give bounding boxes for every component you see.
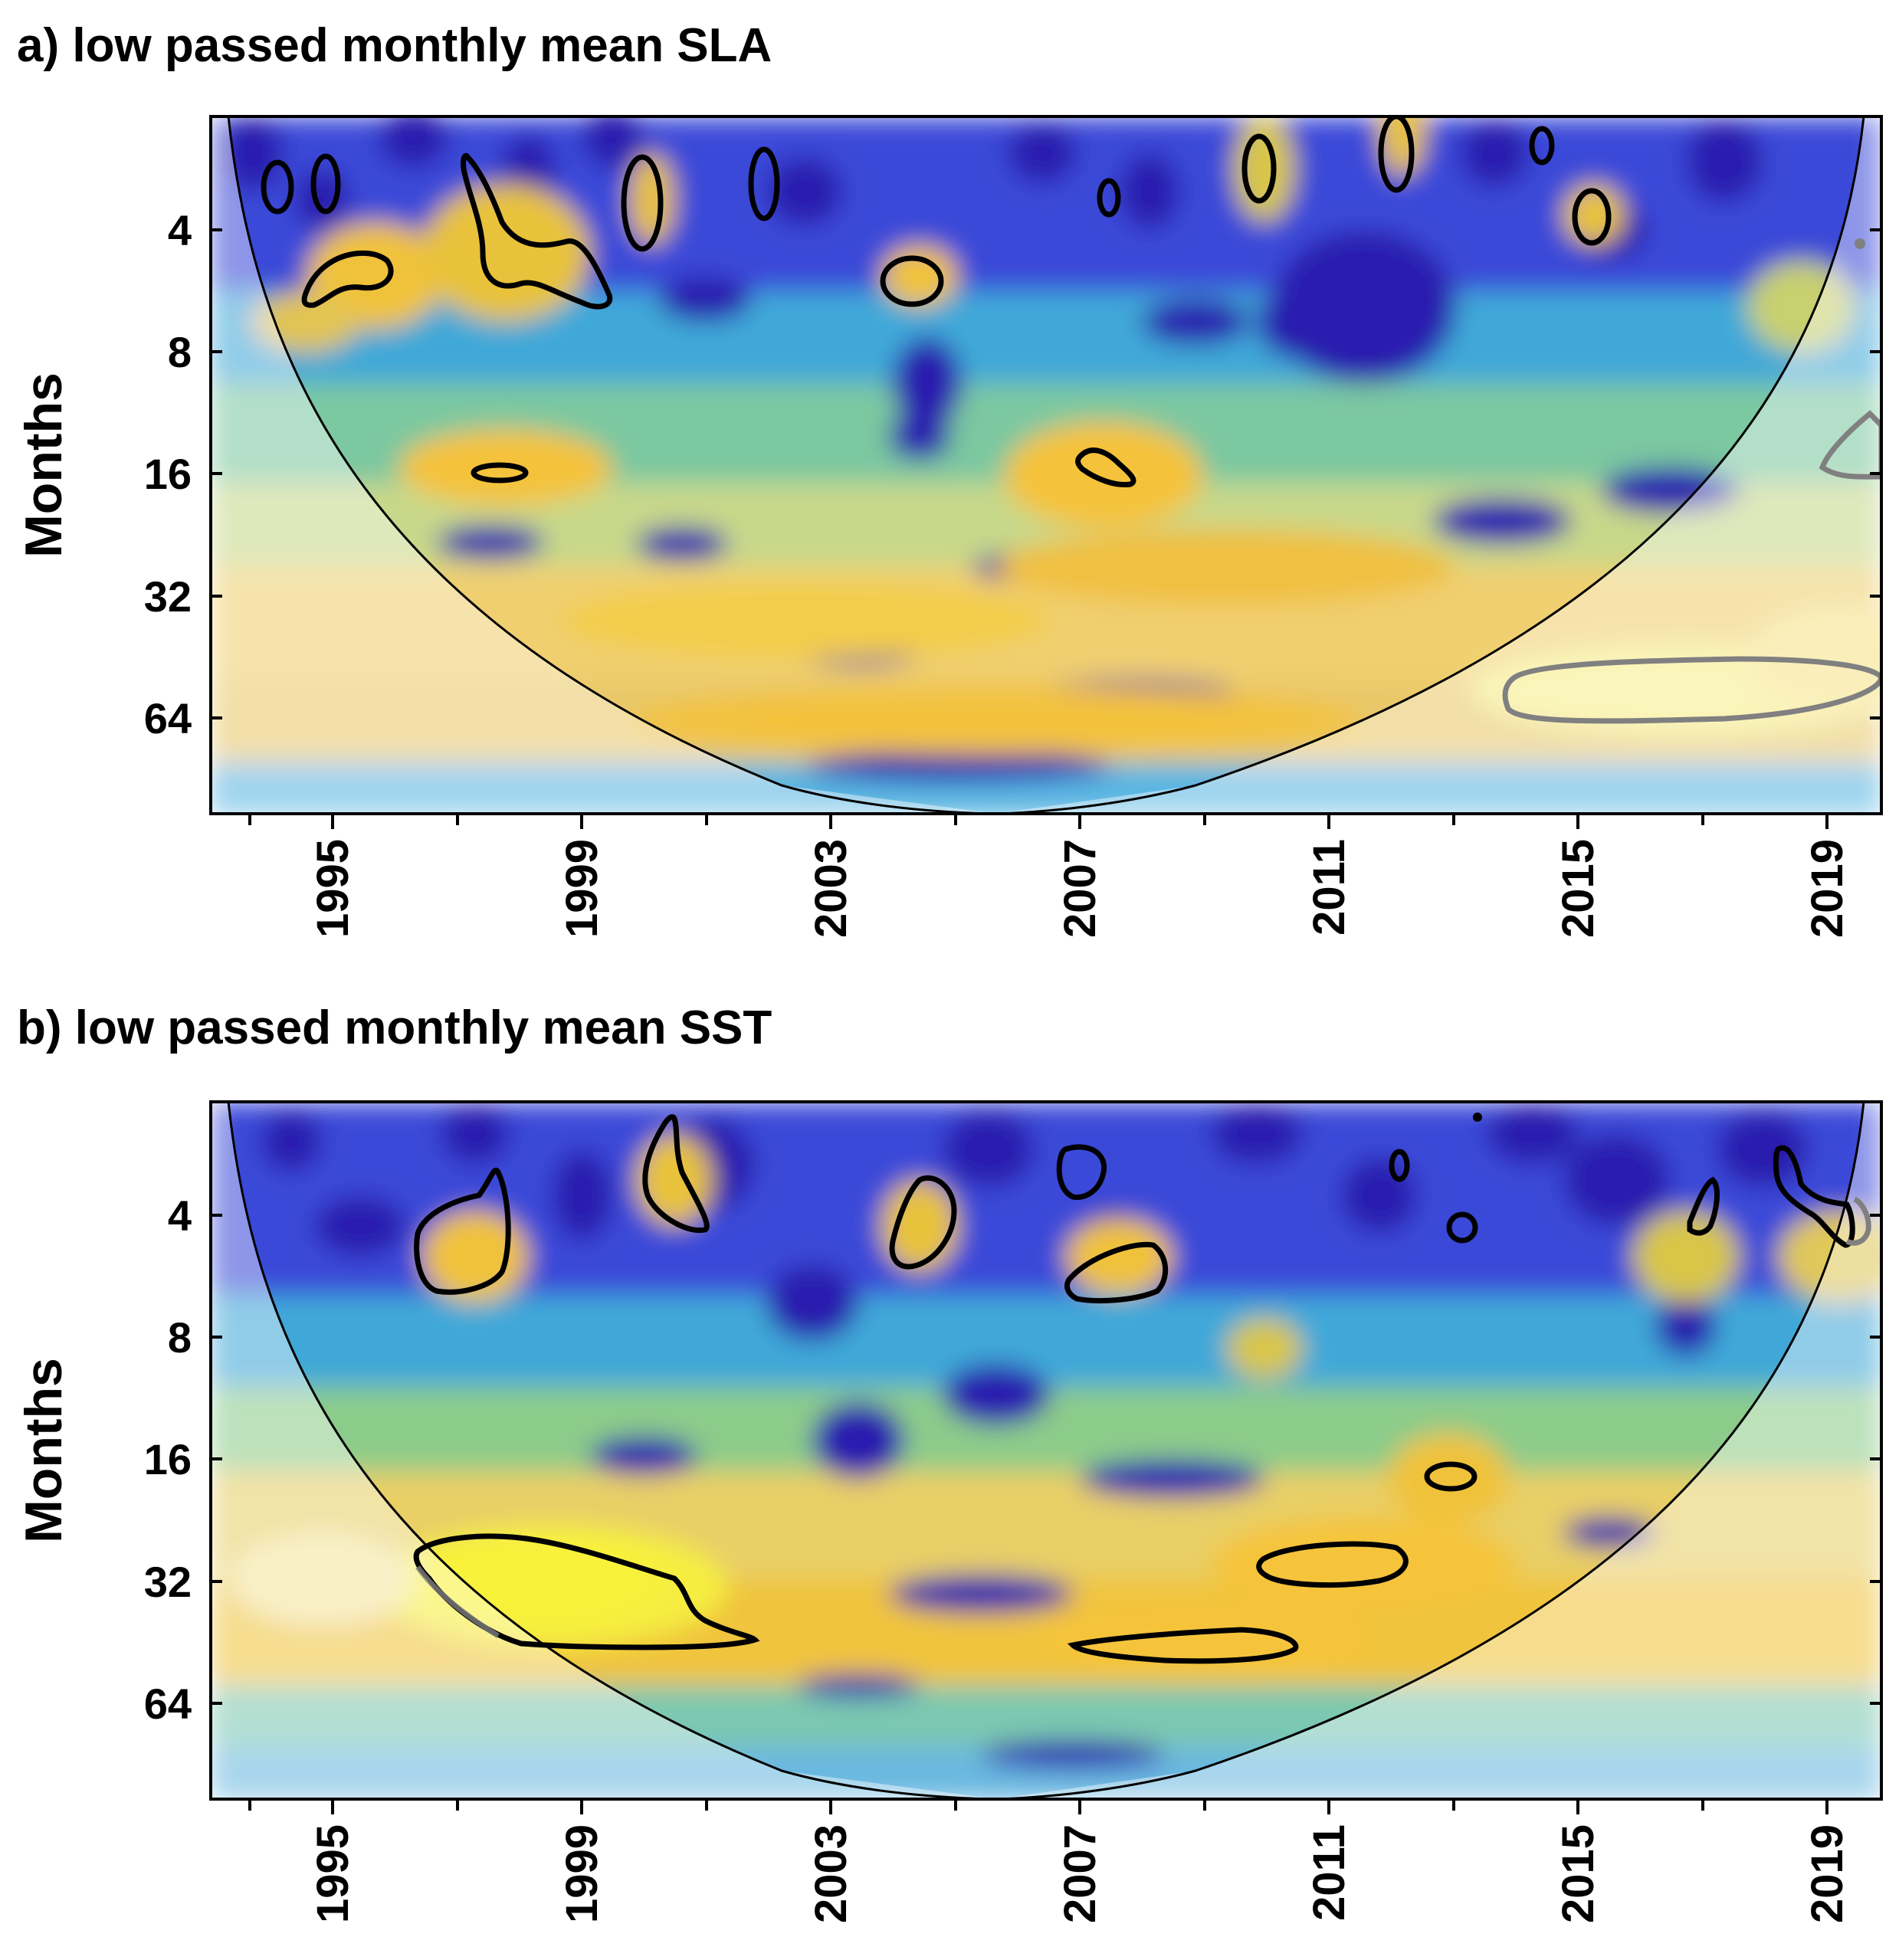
y-axis-label: Months (15, 1358, 73, 1543)
y-tick-label: 32 (144, 572, 192, 621)
sig-contour (1687, 1176, 1720, 1236)
y-tick-label: 32 (144, 1558, 192, 1606)
x-tick-label: 2007 (1055, 839, 1105, 938)
sig-contour (310, 153, 341, 215)
y-axis-label: Months (15, 372, 73, 558)
panel-a-coi-mask (211, 116, 1881, 814)
sig-contour (1378, 116, 1415, 193)
sig-contour (301, 250, 394, 308)
sig-contour (414, 1168, 511, 1295)
x-tick-label: 2019 (1802, 1824, 1852, 1923)
x-tick-label: 1999 (557, 839, 607, 938)
sig-contour (1056, 1144, 1107, 1200)
x-tick-label: 1995 (308, 839, 358, 938)
sig-contour (1256, 1541, 1409, 1588)
panel-a-x-axis: 1995 1999 2003 2007 2011 2015 2019 (248, 814, 1852, 938)
panel-a: a) low passed monthly mean SLA (15, 19, 1883, 938)
sig-contour (889, 1175, 957, 1270)
sig-dot (1855, 238, 1865, 249)
sig-contour (1773, 1145, 1855, 1248)
sig-contour (1241, 133, 1277, 204)
sig-contour (1097, 178, 1121, 218)
y-tick-label: 4 (168, 206, 192, 254)
y-tick-label: 64 (144, 694, 192, 742)
y-tick-label: 64 (144, 1680, 192, 1728)
panel-a-frame (209, 115, 1883, 815)
x-tick-label: 2003 (806, 839, 856, 938)
sig-contour (1446, 1211, 1478, 1244)
sig-contour (748, 146, 780, 221)
sig-contour-outside-coi (415, 1565, 500, 1638)
x-tick-label: 2019 (1802, 839, 1852, 938)
sig-contour (471, 462, 529, 483)
panel-a-significance-contours (261, 116, 1881, 724)
sig-contour-outside-coi (1502, 656, 1881, 724)
y-tick-label: 8 (168, 328, 192, 376)
y-tick-label: 8 (168, 1313, 192, 1362)
sig-contour (1572, 188, 1612, 246)
panel-b-significance-contours (413, 1113, 1871, 1664)
sig-contour-outside-coi (1845, 1196, 1871, 1246)
sig-contour (261, 159, 294, 215)
x-tick-label: 2011 (1304, 839, 1354, 936)
panel-b-plot-area (211, 1102, 1881, 1799)
sig-contour (1529, 126, 1555, 166)
panel-b: b) low passed monthly mean SST (15, 1001, 1883, 1923)
sig-contour (1389, 1149, 1410, 1182)
panel-b-x-axis: 1995 1999 2003 2007 2011 2015 2019 (248, 1799, 1852, 1923)
panel-a-y-axis: 4 8 16 32 64 Months (15, 206, 1881, 742)
panel-a-plot-area (211, 116, 1881, 814)
panel-b-y-axis: 4 8 16 32 64 Months (15, 1191, 1881, 1728)
x-tick-label: 2007 (1055, 1824, 1105, 1923)
panel-b-title: b) low passed monthly mean SST (17, 1001, 772, 1054)
sig-contour (461, 152, 613, 310)
x-tick-label: 2015 (1553, 839, 1603, 938)
sig-contour (621, 154, 664, 252)
sig-contour (1064, 1241, 1169, 1303)
sig-contour-outside-coi (1819, 410, 1881, 480)
y-tick-label: 16 (144, 450, 192, 498)
y-tick-label: 16 (144, 1435, 192, 1483)
y-tick-label: 4 (168, 1191, 192, 1240)
panel-b-coi-mask (211, 1102, 1881, 1799)
sig-contour (1424, 1461, 1478, 1492)
sig-contour (642, 1114, 710, 1234)
x-tick-label: 2015 (1553, 1824, 1603, 1923)
sig-dot (1473, 1113, 1482, 1122)
x-tick-label: 2003 (806, 1824, 856, 1923)
panel-b-frame (209, 1100, 1883, 1801)
x-tick-label: 1995 (308, 1824, 358, 1923)
panel-a-title: a) low passed monthly mean SLA (17, 19, 772, 72)
x-tick-label: 1999 (557, 1824, 607, 1923)
sig-contour (1075, 447, 1136, 488)
sig-contour (880, 255, 944, 307)
panel-b-power-field (211, 1102, 1881, 1799)
x-tick-label: 2011 (1304, 1824, 1354, 1921)
sig-contour (1067, 1627, 1299, 1664)
